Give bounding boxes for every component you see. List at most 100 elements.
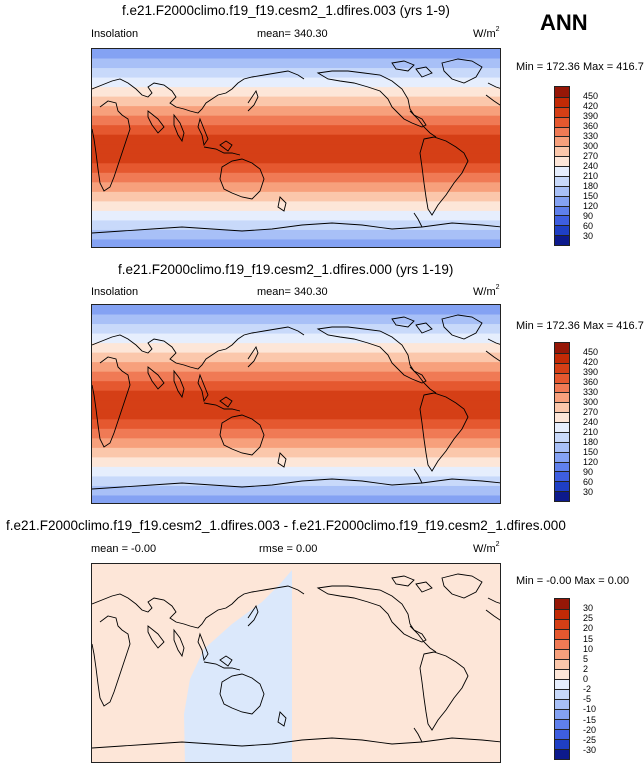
insolation-band <box>92 428 500 439</box>
panel-3-mean-label: mean = -0.00 <box>91 543 157 555</box>
insolation-band <box>92 182 500 193</box>
insolation-band <box>92 371 500 382</box>
colorbar-tick-label: 240 <box>583 161 599 171</box>
coastline-segment <box>277 711 287 727</box>
coastline-segment <box>173 369 185 399</box>
colorbar-tick-label: -10 <box>583 704 597 715</box>
insolation-band <box>92 210 500 222</box>
insolation-band <box>92 239 500 247</box>
coastline-segment <box>92 70 305 114</box>
coastline-segment <box>277 452 287 468</box>
panel-1-map <box>91 48 501 248</box>
coastline-segment <box>487 597 500 604</box>
colorbar-box <box>555 205 569 216</box>
coastline-segment <box>419 651 469 731</box>
insolation-band <box>92 172 500 183</box>
panel-2-map <box>91 304 501 504</box>
colorbar-tick-label: -5 <box>583 694 592 705</box>
coastline-segment <box>247 345 259 368</box>
colorbar-box <box>555 629 569 639</box>
coastline-segment <box>147 625 165 649</box>
coastline-segment <box>92 356 131 448</box>
panel-2-unit: W/m2 <box>473 284 500 298</box>
insolation-band <box>92 87 500 98</box>
coastline-segment <box>441 573 483 599</box>
colorbar-box <box>555 225 569 236</box>
colorbar-tick-label: -25 <box>583 734 597 745</box>
panel-2-mean-label: mean= 340.30 <box>257 286 328 298</box>
coastline-segment <box>485 350 500 362</box>
colorbar-box <box>555 362 569 373</box>
colorbar-box <box>555 392 569 403</box>
insolation-band <box>92 68 500 79</box>
coastline-segment <box>413 212 423 228</box>
colorbar-tick-label: 210 <box>583 171 599 181</box>
insolation-band <box>92 324 500 335</box>
colorbar-box <box>555 481 569 492</box>
colorbar-tick-label: 120 <box>583 201 599 211</box>
colorbar-box <box>555 639 569 649</box>
coastline-segment <box>487 82 500 89</box>
colorbar-tick-label: 270 <box>583 151 599 161</box>
coastline-segment <box>277 196 287 212</box>
coastline-segment <box>203 396 241 412</box>
panel-3-range: Min = -0.00 Max = 0.00 <box>516 575 630 587</box>
insolation-band <box>92 144 500 155</box>
coastline-segment <box>316 326 427 384</box>
colorbar-tick-label: 300 <box>583 141 599 151</box>
panel-1-map-svg <box>92 49 500 247</box>
colorbar-box <box>555 609 569 619</box>
colorbar-tick-label: 150 <box>583 191 599 201</box>
coastline-segment <box>92 326 305 370</box>
colorbar-box <box>555 451 569 462</box>
colorbar-box <box>555 166 569 176</box>
colorbar-tick-label: 30 <box>583 603 594 614</box>
coastline-segment <box>92 222 500 234</box>
colorbar-tick-label: 390 <box>583 367 599 377</box>
insolation-band <box>92 333 500 344</box>
insolation-band <box>92 381 500 392</box>
panel-2-range: Min = 172.36 Max = 416.74 <box>516 320 644 332</box>
panel-3-map-svg <box>92 564 500 762</box>
colorbar-tick-label: 330 <box>583 387 599 397</box>
insolation-band <box>92 58 500 69</box>
insolation-bands <box>92 305 500 503</box>
insolation-band <box>92 362 500 373</box>
insolation-band <box>92 495 500 503</box>
colorbar-box <box>555 491 569 501</box>
colorbar-tick-label: 210 <box>583 427 599 437</box>
insolation-band <box>92 390 500 401</box>
coastline-segment <box>391 60 433 78</box>
insolation-band <box>92 134 500 145</box>
insolation-band <box>92 77 500 88</box>
coastline-segment <box>197 117 209 147</box>
colorbar-box <box>555 87 569 97</box>
coastline-segment <box>203 655 241 671</box>
panel-2-colorbar <box>554 342 570 502</box>
colorbar-box <box>555 106 569 117</box>
colorbar-tick-label: 30 <box>583 487 594 497</box>
panel-1-mean-label: mean= 340.30 <box>257 28 328 40</box>
coastline-segment <box>409 110 437 138</box>
diff-negative-region <box>184 570 292 762</box>
insolation-band <box>92 419 500 430</box>
colorbar-tick-label: -2 <box>583 684 592 695</box>
colorbar-tick-label: -15 <box>583 714 597 725</box>
insolation-band <box>92 343 500 354</box>
insolation-band <box>92 191 500 202</box>
insolation-band <box>92 314 500 325</box>
coastline-segment <box>219 414 265 456</box>
insolation-band <box>92 115 500 126</box>
coastline-segment <box>173 113 185 143</box>
colorbar-tick-label: 240 <box>583 417 599 427</box>
colorbar-tick-label: -20 <box>583 724 597 735</box>
colorbar-tick-label: 390 <box>583 111 599 121</box>
colorbar-box <box>555 126 569 137</box>
colorbar-tick-label: 180 <box>583 437 599 447</box>
coastline-segment <box>147 366 165 390</box>
coastline-segment <box>247 89 259 112</box>
coastline-segment <box>485 94 500 106</box>
colorbar-tick-label: 20 <box>583 623 594 634</box>
colorbar-box <box>555 461 569 472</box>
colorbar-box <box>555 372 569 383</box>
